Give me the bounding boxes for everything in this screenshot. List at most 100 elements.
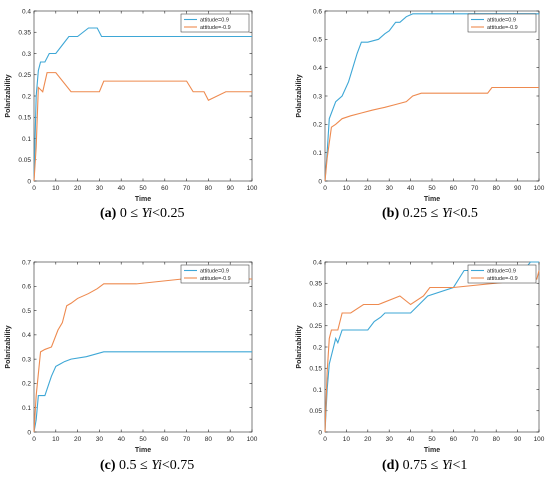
y-tick-label-a: 0.3 [22, 51, 31, 58]
series-line-a-pos [33, 27, 252, 182]
y-axis-label-c: Polarizability [5, 325, 12, 368]
series-line-d-pos [324, 261, 539, 433]
y-tick-label-d: 0.25 [309, 323, 322, 330]
y-tick-label-b: 0.3 [313, 93, 322, 100]
x-tick-label-a: 60 [161, 185, 169, 192]
y-tick-label-c: 0.5 [22, 308, 31, 315]
x-tick-label-d: 40 [407, 436, 415, 443]
y-tick-label-b: 0.5 [313, 37, 322, 44]
x-tick-label-b: 100 [534, 185, 545, 192]
caption-d-text: 0.75 ≤ [402, 458, 442, 473]
chart-c: 0 10 20 30 40 50 60 70 80 90 100 0 0.1 0.2 0.3 0.4 0.5 0.… [5, 259, 258, 454]
plot-area-b [324, 10, 540, 182]
y-tick-label-d: 0.4 [313, 259, 322, 266]
y-tick-label-a: 0.2 [22, 93, 31, 100]
legend-label-c-0: attitude=0.9 [200, 269, 229, 275]
x-tick-label-b: 30 [386, 185, 394, 192]
x-tick-label-d: 0 [323, 436, 327, 443]
x-tick-label-d: 10 [343, 436, 351, 443]
caption-b: (b) 0.25 ≤ Yi<0.5 [382, 206, 478, 222]
x-tick-label-c: 80 [205, 436, 213, 443]
legend-label-a-0: attitude=0.9 [200, 18, 229, 24]
x-tick-label-c: 70 [183, 436, 191, 443]
caption-c: (c) 0.5 ≤ Yi<0.75 [100, 458, 194, 474]
legend-label-d-0: attitude=0.9 [487, 269, 516, 275]
chart-d: 0 10 20 30 40 50 60 70 80 90 100 0 0.05 0.1 0.15 0.2 0.2… [296, 259, 545, 454]
y-tick-label-d: 0.35 [309, 281, 322, 288]
series-line-c-neg [33, 278, 252, 433]
y-tick-label-d: 0.1 [313, 387, 322, 394]
y-tick-label-d: 0.3 [313, 302, 322, 309]
series-line-c-pos [33, 351, 252, 433]
x-tick-label-c: 50 [139, 436, 147, 443]
y-tick-label-d: 0.05 [309, 408, 322, 415]
x-tick-label-b: 10 [343, 185, 351, 192]
y-tick-label-d: 0.15 [309, 366, 322, 373]
caption-b-text: 0.25 ≤ [402, 206, 442, 221]
caption-a-text: 0 ≤ [119, 206, 142, 221]
x-tick-label-b: 60 [450, 185, 458, 192]
y-tick-label-c: 0.4 [22, 332, 31, 339]
x-axis-label-c: Time [135, 447, 151, 454]
legend-label-b-1: attitude=-0.9 [487, 25, 518, 31]
x-tick-label-a: 80 [205, 185, 213, 192]
x-tick-label-d: 70 [471, 436, 479, 443]
x-tick-label-a: 70 [183, 185, 191, 192]
x-tick-label-c: 60 [161, 436, 169, 443]
y-tick-label-b: 0.4 [313, 65, 322, 72]
chart-b: 0 10 20 30 40 50 60 70 80 90 100 0 0.1 0.2 0.3 0.4 0.5 0.… [296, 8, 545, 203]
y-tick-label-b: 0.2 [313, 122, 322, 129]
x-axis-label-b: Time [424, 196, 440, 203]
legend-label-d-1: attitude=-0.9 [487, 276, 518, 282]
y-tick-label-c: 0.6 [22, 284, 31, 291]
y-tick-label-c: 0 [27, 429, 31, 436]
y-tick-label-b: 0 [318, 178, 322, 185]
legend-box-a [180, 13, 250, 33]
y-tick-label-b: 0.6 [313, 8, 322, 15]
plot-area-c [33, 261, 253, 433]
x-tick-label-a: 0 [32, 185, 36, 192]
series-line-d-neg [324, 270, 540, 433]
y-tick-label-a: 0.05 [18, 157, 31, 164]
x-tick-label-b: 0 [323, 185, 327, 192]
x-tick-label-b: 80 [493, 185, 501, 192]
y-tick-label-c: 0.3 [22, 356, 31, 363]
caption-a-rest: <0.25 [152, 206, 185, 221]
caption-c-var: Yi [151, 458, 162, 473]
legend-box-d [467, 264, 537, 284]
series-line-a-neg [33, 72, 252, 182]
x-tick-label-a: 40 [118, 185, 126, 192]
x-tick-label-a: 50 [139, 185, 147, 192]
y-tick-label-c: 0.7 [22, 259, 31, 266]
y-tick-label-c: 0.2 [22, 381, 31, 388]
caption-b-var: Yi [441, 206, 453, 221]
caption-c-text: 0.5 ≤ [119, 458, 152, 473]
x-axis-label-d: Time [424, 447, 440, 454]
legend-label-a-1: attitude=-0.9 [200, 25, 231, 31]
caption-a: (a) 0 ≤ Yi<0.25 [100, 206, 185, 222]
y-tick-label-a: 0.4 [22, 8, 31, 15]
plot-area-a [33, 10, 253, 182]
y-tick-label-b: 0.1 [313, 150, 322, 157]
legend-label-b-0: attitude=0.9 [487, 18, 516, 24]
y-tick-label-a: 0.15 [18, 115, 31, 122]
x-tick-label-d: 30 [386, 436, 394, 443]
legend-box-b [467, 13, 537, 33]
x-tick-label-c: 30 [96, 436, 104, 443]
y-tick-label-d: 0 [318, 429, 322, 436]
chart-a: 0 10 20 30 40 50 60 70 80 90 100 0 0.05 0.1 0.15 0.2 0.2… [5, 8, 258, 203]
y-axis-label-b: Polarizability [296, 74, 303, 117]
x-tick-label-b: 70 [471, 185, 479, 192]
x-tick-label-a: 10 [52, 185, 60, 192]
caption-c-rest: <0.75 [161, 458, 195, 473]
x-tick-label-d: 80 [493, 436, 501, 443]
y-tick-label-a: 0.1 [22, 136, 31, 143]
legend-box-c [180, 264, 250, 284]
x-tick-label-c: 20 [74, 436, 82, 443]
legend-label-c-1: attitude=-0.9 [200, 276, 231, 282]
y-tick-label-a: 0.25 [18, 72, 31, 79]
y-tick-label-a: 0.35 [18, 30, 31, 37]
x-tick-label-d: 100 [534, 436, 545, 443]
caption-d-rest: <1 [452, 458, 468, 473]
x-tick-label-d: 90 [514, 436, 522, 443]
